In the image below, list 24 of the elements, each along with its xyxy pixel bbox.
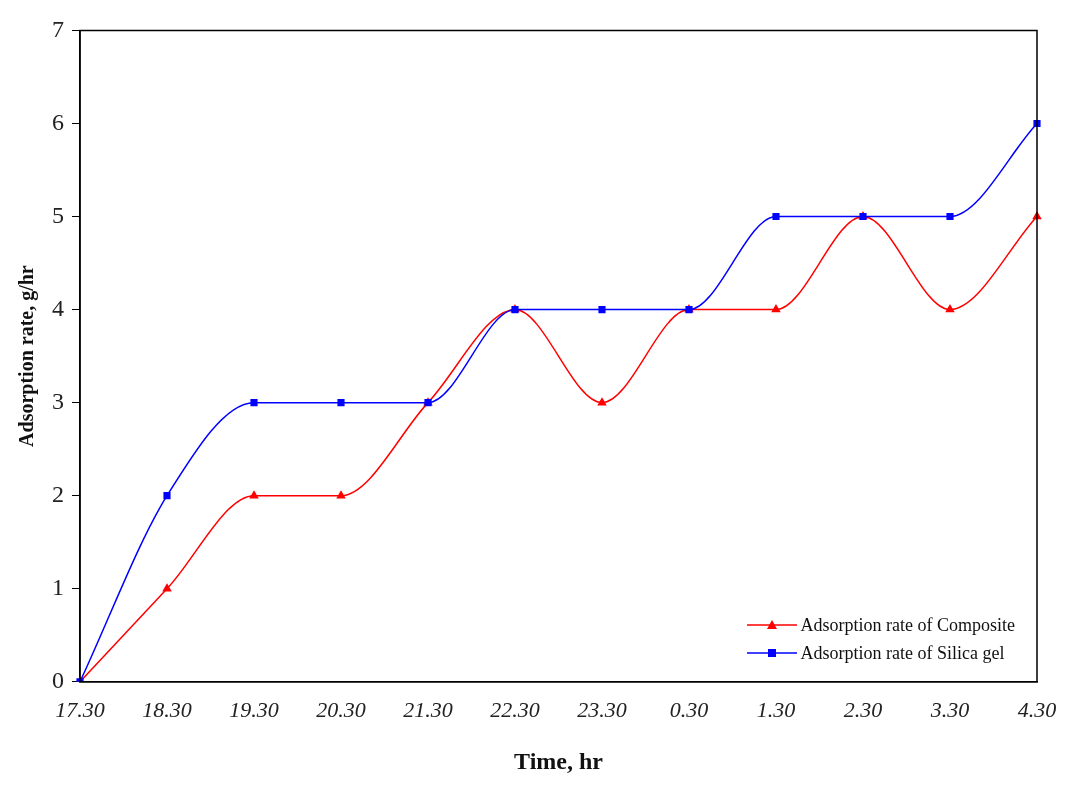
x-tick-label: 3.30 bbox=[929, 696, 970, 722]
x-tick-label: 18.30 bbox=[142, 696, 192, 722]
x-tick-label: 21.30 bbox=[403, 696, 453, 722]
y-tick-label: 4 bbox=[52, 294, 64, 321]
y-tick-label: 3 bbox=[52, 387, 64, 414]
y-tick-label: 5 bbox=[52, 201, 64, 228]
x-tick-label: 23.30 bbox=[577, 696, 627, 722]
x-axis-title: Time, hr bbox=[514, 747, 604, 774]
y-tick-label: 0 bbox=[52, 667, 64, 694]
x-tick-label: 19.30 bbox=[229, 696, 279, 722]
y-tick-label: 2 bbox=[52, 480, 64, 507]
legend-label: Adsorption rate of Silica gel bbox=[800, 642, 1005, 664]
x-tick-label: 17.30 bbox=[55, 696, 105, 722]
y-axis-title: Adsorption rate, g/hr bbox=[15, 265, 39, 447]
legend-label: Adsorption rate of Composite bbox=[800, 614, 1015, 636]
x-tick-label: 0.30 bbox=[669, 696, 709, 722]
x-tick-label: 20.30 bbox=[316, 696, 366, 722]
y-tick-label: 1 bbox=[52, 574, 64, 601]
x-tick-label: 4.30 bbox=[1017, 696, 1057, 722]
x-tick-label: 22.30 bbox=[490, 696, 540, 722]
y-tick-label: 6 bbox=[52, 108, 64, 135]
x-tick-label: 1.30 bbox=[756, 696, 796, 722]
x-tick-label: 2.30 bbox=[843, 696, 883, 722]
y-tick-label: 7 bbox=[52, 15, 64, 42]
